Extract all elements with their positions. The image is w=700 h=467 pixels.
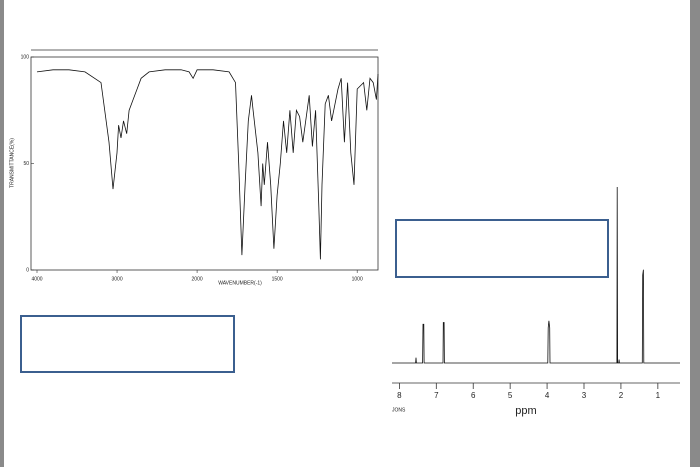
x-tick-label: 2000 [192, 276, 203, 282]
x-tick-label: 2 [619, 391, 624, 400]
x-tick-label: 1000 [352, 276, 363, 282]
spectrum-line [36, 69, 379, 260]
y-tick-label: 0 [26, 267, 29, 273]
answer-box [395, 219, 609, 278]
x-tick-label: 8 [397, 391, 402, 400]
x-tick-label: 6 [471, 391, 476, 400]
x-tick-label: 5 [508, 391, 513, 400]
x-axis-label: WAVENUMBER(-1) [218, 280, 262, 286]
x-tick-label: 3000 [111, 276, 122, 282]
left-border [0, 0, 4, 467]
y-axis-label: TRANSMITTANCE(%) [9, 138, 15, 188]
x-tick-label: 3 [582, 391, 587, 400]
right-border [690, 0, 700, 467]
note: JONS [392, 407, 406, 413]
answer-box [20, 315, 235, 373]
x-axis-label: ppm [515, 405, 536, 417]
x-tick-label: 1500 [272, 276, 283, 282]
x-tick-label: 1 [656, 391, 661, 400]
y-tick-label: 100 [21, 54, 30, 60]
spectrum-line [392, 186, 680, 364]
x-tick-label: 4 [545, 391, 550, 400]
ir-frame [30, 56, 379, 271]
y-tick-label: 50 [23, 161, 29, 167]
x-tick-label: 7 [434, 391, 439, 400]
x-tick-label: 4000 [31, 276, 42, 282]
